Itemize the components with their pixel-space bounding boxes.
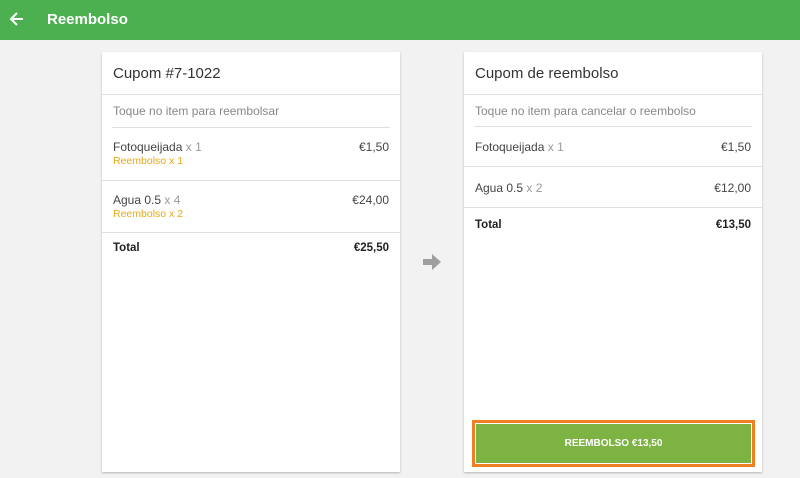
refund-button-highlight: REEMBOLSO €13,50	[472, 420, 755, 467]
item-refund-qty: Reembolso x 1	[113, 155, 184, 167]
item-qty: x 1	[185, 140, 202, 154]
total-value: €25,50	[353, 242, 389, 254]
back-arrow-icon[interactable]	[9, 8, 27, 30]
total-value: €13,50	[715, 219, 751, 231]
item-name: Fotoqueijada	[475, 140, 545, 154]
original-coupon-card: Cupom #7-1022 Toque no item para reembol…	[102, 52, 400, 472]
coupon-title: Cupom #7-1022	[113, 65, 221, 82]
cancel-hint: Toque no item para cancelar o reembolso	[475, 104, 696, 118]
refund-hint: Toque no item para reembolsar	[113, 104, 280, 118]
refund-coupon-title: Cupom de reembolso	[475, 65, 619, 82]
item-price: €1,50	[358, 140, 389, 154]
refund-button[interactable]: REEMBOLSO €13,50	[475, 423, 752, 464]
item-name: Fotoqueijada	[113, 140, 183, 154]
item-price: €24,00	[352, 193, 389, 207]
item-qty: x 4	[164, 193, 181, 207]
item-qty: x 1	[547, 140, 564, 154]
item-price: €1,50	[720, 140, 751, 154]
item-qty: x 2	[526, 181, 543, 195]
item-refund-qty: Reembolso x 2	[113, 208, 184, 220]
item-name: Agua 0.5	[475, 181, 524, 195]
item-price: €12,00	[714, 181, 751, 195]
page-title: Reembolso	[47, 11, 128, 28]
refund-coupon-card: Cupom de reembolso Toque no item para ca…	[464, 52, 762, 472]
total-label: Total	[475, 219, 502, 231]
arrow-right-icon	[422, 253, 442, 271]
total-label: Total	[113, 242, 140, 254]
item-name: Agua 0.5	[113, 193, 162, 207]
app-bar: Reembolso	[0, 0, 800, 40]
